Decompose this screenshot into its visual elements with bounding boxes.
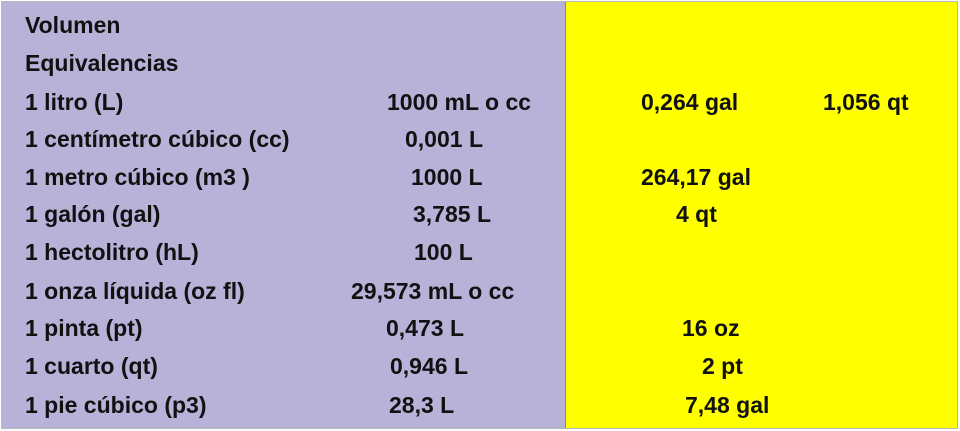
equivalence-value: 1000 mL o cc — [387, 89, 532, 115]
unit-label: 1 centímetro cúbico (cc) — [25, 126, 290, 152]
equivalence-value: 100 L — [414, 239, 473, 265]
equivalence-value: 1,056 qt — [823, 89, 909, 115]
unit-label: 1 pinta (pt) — [25, 315, 143, 341]
unit-label: 1 cuarto (qt) — [25, 353, 158, 379]
equivalence-value: 29,573 mL o cc — [351, 278, 515, 304]
unit-label: 1 metro cúbico (m3 ) — [25, 164, 250, 190]
unit-label: 1 pie cúbico (p3) — [25, 392, 207, 418]
equivalence-value: 3,785 L — [413, 201, 491, 227]
equivalence-value: 0,264 gal — [641, 89, 739, 115]
table-subtitle: Equivalencias — [25, 50, 179, 76]
unit-label: 1 litro (L) — [25, 89, 124, 115]
unit-label: 1 galón (gal) — [25, 201, 161, 227]
equivalence-value: 0,001 L — [405, 126, 483, 152]
equivalence-value: 7,48 gal — [685, 392, 770, 418]
equivalence-value: 28,3 L — [389, 392, 455, 418]
left-panel — [2, 2, 565, 428]
equivalence-value: 264,17 gal — [641, 164, 751, 190]
panel-divider — [565, 2, 566, 428]
right-panel — [565, 2, 957, 428]
equivalence-value: 1000 L — [411, 164, 483, 190]
unit-label: 1 hectolitro (hL) — [25, 239, 199, 265]
equivalence-value: 0,946 L — [390, 353, 468, 379]
equivalence-value: 2 pt — [702, 353, 743, 379]
unit-label: 1 onza líquida (oz fl) — [25, 278, 245, 304]
equivalence-value: 4 qt — [676, 201, 717, 227]
equivalence-value: 16 oz — [682, 315, 740, 341]
equivalence-value: 0,473 L — [386, 315, 464, 341]
table-title: Volumen — [25, 12, 121, 38]
